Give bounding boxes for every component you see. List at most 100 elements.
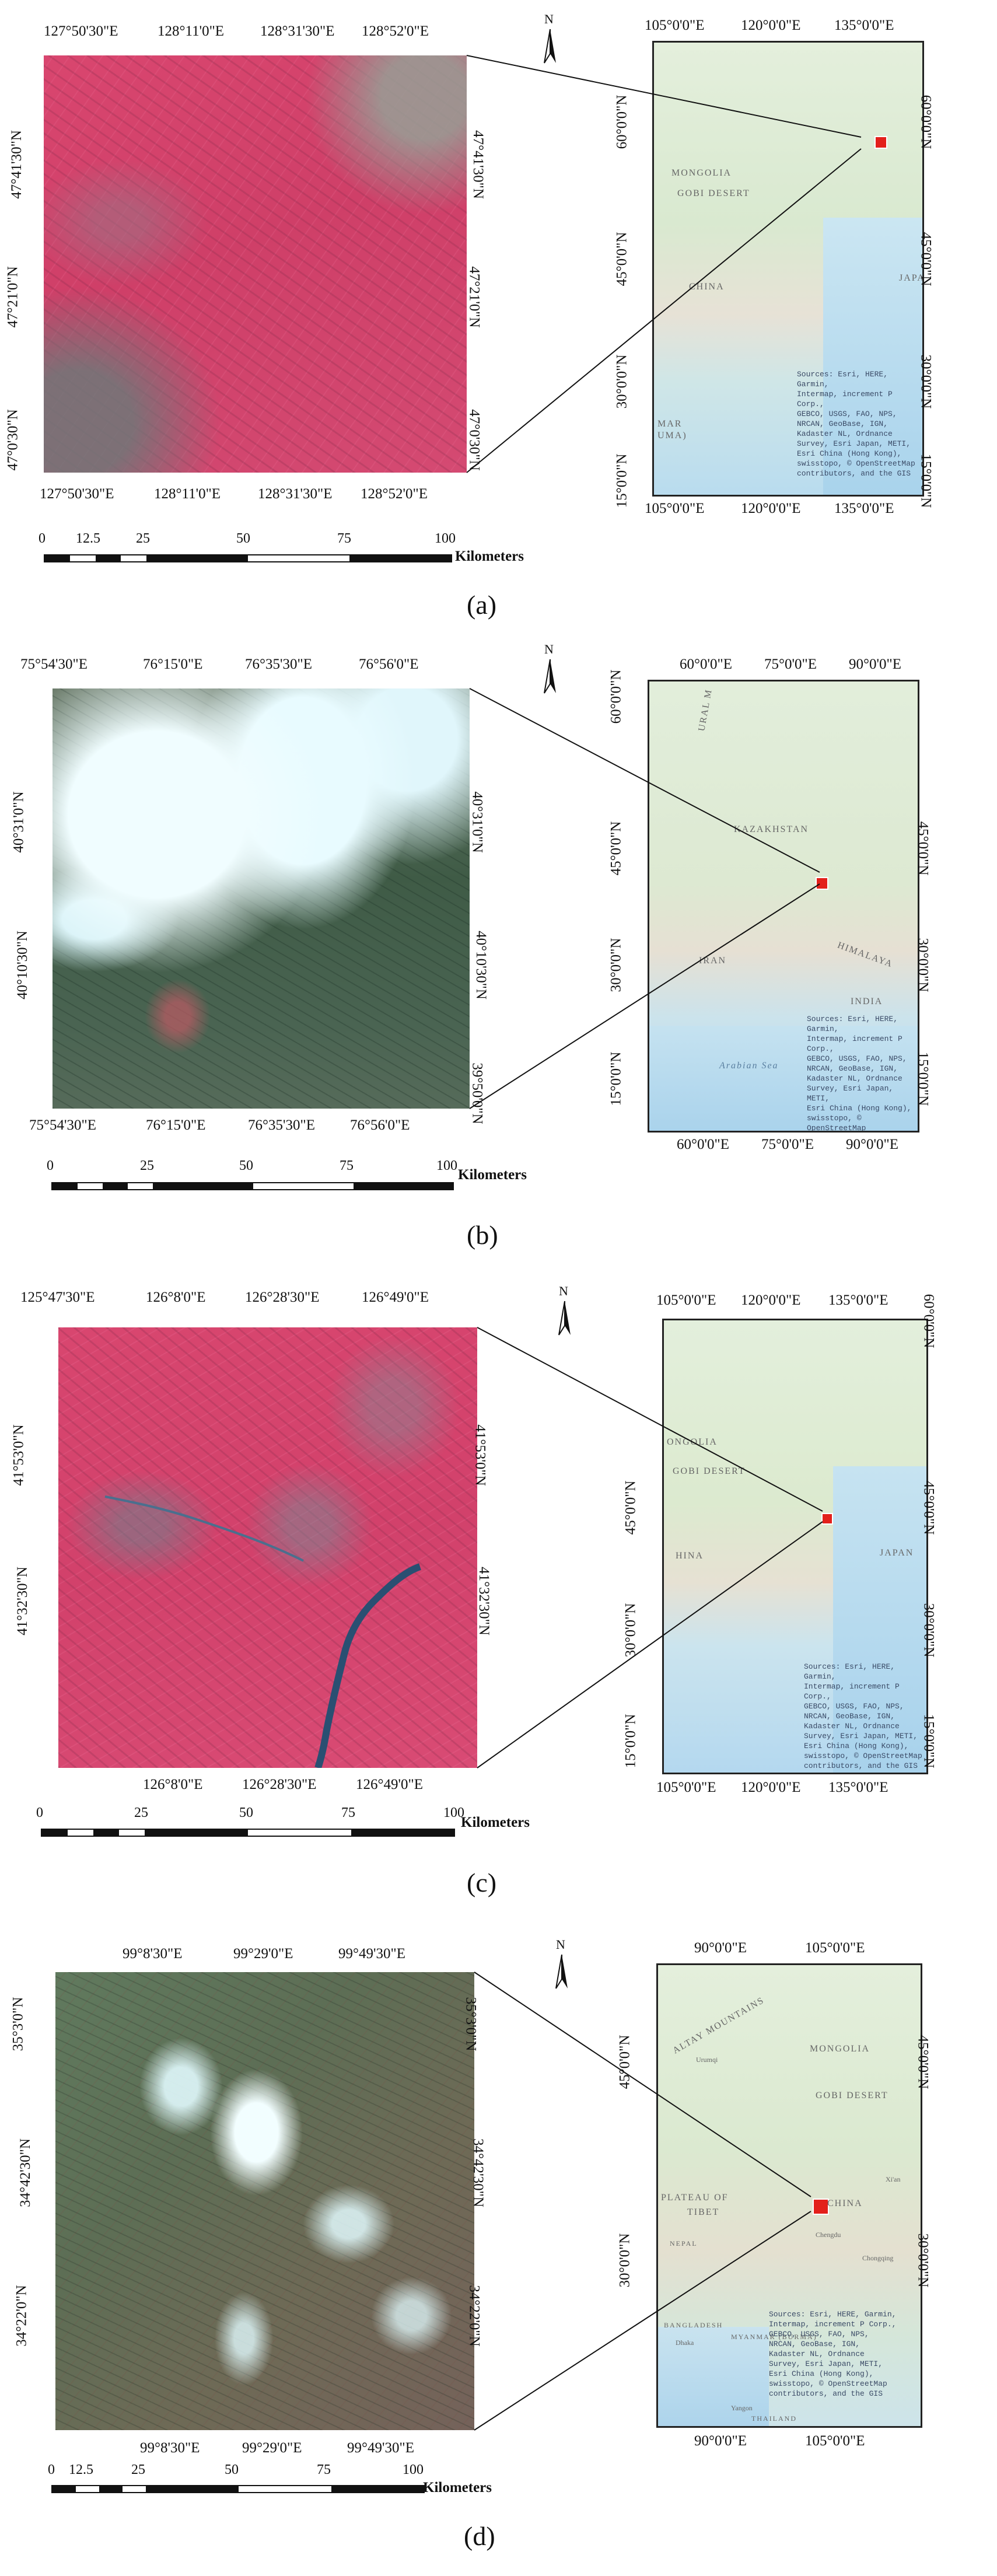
scale-label: 75 <box>337 531 351 546</box>
scale-label: 0 <box>47 1158 54 1173</box>
inset-label: MONGOLIA <box>810 2044 870 2054</box>
panel-caption: (b) <box>467 1220 498 1250</box>
inset-label: NEPAL <box>670 2239 698 2248</box>
north-label: N <box>559 1284 568 1298</box>
inset-map-c: ONGOLIA GOBI DESERT HINA JAPAN Sources: … <box>662 1319 928 1774</box>
scale-label: 100 <box>443 1805 464 1820</box>
top-tick-3: 126°28'30"E <box>245 1289 320 1305</box>
inset-label: Arabian Sea <box>719 1061 779 1071</box>
inset-bottom-tick: 135°0'0"E <box>834 501 894 516</box>
scale-units: Kilometers <box>455 548 524 564</box>
bottom-tick-3: 126°49'0"E <box>356 1777 423 1792</box>
scale-label: 100 <box>403 2462 424 2477</box>
scale-label: 0 <box>48 2462 55 2477</box>
scale-label: 100 <box>435 531 456 546</box>
scale-label: 0 <box>36 1805 43 1820</box>
inset-label: JAPAN <box>880 1548 914 1558</box>
inset-label: BANGLADESH <box>664 2321 723 2329</box>
top-tick-2: 76°15'0"E <box>143 656 203 672</box>
top-tick-2: 126°8'0"E <box>146 1289 206 1305</box>
inset-map-a: MONGOLIA GOBI DESERT CHINA JAPA MAR UMA)… <box>652 41 924 497</box>
satellite-image-d <box>55 1972 474 2430</box>
scale-label: 50 <box>236 531 250 546</box>
basemap-attribution: Sources: Esri, HERE, Garmin, Intermap, i… <box>797 370 915 478</box>
scale-label: 25 <box>131 2462 145 2477</box>
bottom-tick-3: 99°49'30"E <box>347 2440 414 2456</box>
north-arrow-icon: N <box>540 642 561 697</box>
inset-top-tick: 120°0'0"E <box>741 18 801 33</box>
basemap-attribution: Sources: Esri, HERE, Garmin, Intermap, i… <box>804 1662 922 1770</box>
panel-caption: (a) <box>467 590 497 620</box>
bottom-tick-4: 128°52'0"E <box>361 486 428 502</box>
inset-top-tick: 135°0'0"E <box>834 18 894 33</box>
top-tick-1: 125°47'30"E <box>20 1289 95 1305</box>
top-tick-4: 128°52'0"E <box>362 23 429 39</box>
scale-bar <box>44 554 452 562</box>
scale-label: 50 <box>225 2462 239 2477</box>
top-tick-1: 99°8'30"E <box>123 1946 183 1962</box>
north-arrow-icon: N <box>554 1284 575 1339</box>
inset-label: CHINA <box>689 282 725 292</box>
scale-units: Kilometers <box>458 1167 527 1183</box>
connector-lines <box>477 1327 823 1768</box>
top-tick-2: 99°29'0"E <box>233 1946 293 1962</box>
inset-label: Urumqi <box>696 2056 718 2064</box>
north-label: N <box>556 1937 565 1952</box>
reservoir-icon <box>104 1495 422 1768</box>
bottom-tick-1: 99°8'30"E <box>140 2440 200 2456</box>
inset-bottom-tick: 120°0'0"E <box>741 1780 801 1795</box>
location-marker <box>874 136 887 149</box>
inset-map-b: URAL M KAZAKHSTAN IRAN HIMALAYA INDIA Ar… <box>648 680 919 1133</box>
top-tick-3: 99°49'30"E <box>338 1946 405 1962</box>
bottom-tick-1: 127°50'30"E <box>40 486 114 502</box>
top-tick-3: 128°31'30"E <box>260 23 335 39</box>
inset-label: UMA) <box>657 431 687 441</box>
inset-label: MONGOLIA <box>671 168 732 178</box>
inset-label: MYANMAR (BURMA) <box>731 2333 817 2341</box>
satellite-image-a <box>44 55 467 473</box>
north-label: N <box>544 12 554 26</box>
inset-map-d: ALTAY MOUNTAINS MONGOLIA GOBI DESERT PLA… <box>656 1963 922 2428</box>
inset-label: HINA <box>676 1551 704 1561</box>
inset-top-tick: 75°0'0"E <box>764 656 817 672</box>
bottom-tick-1: 126°8'0"E <box>143 1777 203 1792</box>
bottom-tick-1: 75°54'30"E <box>29 1117 96 1133</box>
scale-label: 75 <box>341 1805 355 1820</box>
inset-label: Chongqing <box>862 2254 894 2262</box>
panel-caption: (c) <box>467 1868 497 1897</box>
inset-bottom-tick: 75°0'0"E <box>761 1137 814 1152</box>
inset-bottom-tick: 105°0'0"E <box>805 2433 865 2449</box>
top-tick-4: 126°49'0"E <box>362 1289 429 1305</box>
inset-label: MAR <box>657 419 683 429</box>
bottom-tick-2: 128°11'0"E <box>154 486 221 502</box>
scale-label: 12.5 <box>69 2462 93 2477</box>
inset-bottom-tick: 105°0'0"E <box>656 1780 716 1795</box>
connector-lines <box>466 55 862 473</box>
inset-label: Chengdu <box>816 2231 841 2239</box>
inset-label: CHINA <box>827 2198 863 2208</box>
inset-label: PLATEAU OF <box>661 2193 729 2203</box>
inset-label: GOBI DESERT <box>816 2091 888 2100</box>
inset-bottom-tick: 135°0'0"E <box>828 1780 888 1795</box>
inset-top-tick: 90°0'0"E <box>849 656 901 672</box>
bottom-tick-4: 76°56'0"E <box>350 1117 410 1133</box>
bottom-tick-2: 76°15'0"E <box>146 1117 206 1133</box>
bottom-tick-3: 128°31'30"E <box>258 486 333 502</box>
inset-label: INDIA <box>851 997 883 1006</box>
scale-label: 0 <box>39 531 46 546</box>
top-tick-2: 128°11'0"E <box>158 23 225 39</box>
inset-top-tick: 105°0'0"E <box>656 1292 716 1308</box>
inset-label: IRAN <box>699 956 727 966</box>
north-label: N <box>544 642 554 656</box>
scale-label: 75 <box>340 1158 354 1173</box>
location-marker <box>816 877 828 890</box>
north-arrow-icon: N <box>540 12 561 67</box>
inset-label: GOBI DESERT <box>677 188 750 198</box>
scale-label: 100 <box>436 1158 457 1173</box>
basemap-attribution: Sources: Esri, HERE, Garmin, Intermap, i… <box>807 1015 912 1133</box>
scale-label: 50 <box>239 1158 253 1173</box>
top-tick-4: 76°56'0"E <box>359 656 419 672</box>
bottom-tick-2: 126°28'30"E <box>242 1777 317 1792</box>
scale-units: Kilometers <box>461 1815 530 1830</box>
inset-label: GOBI DESERT <box>673 1466 746 1476</box>
